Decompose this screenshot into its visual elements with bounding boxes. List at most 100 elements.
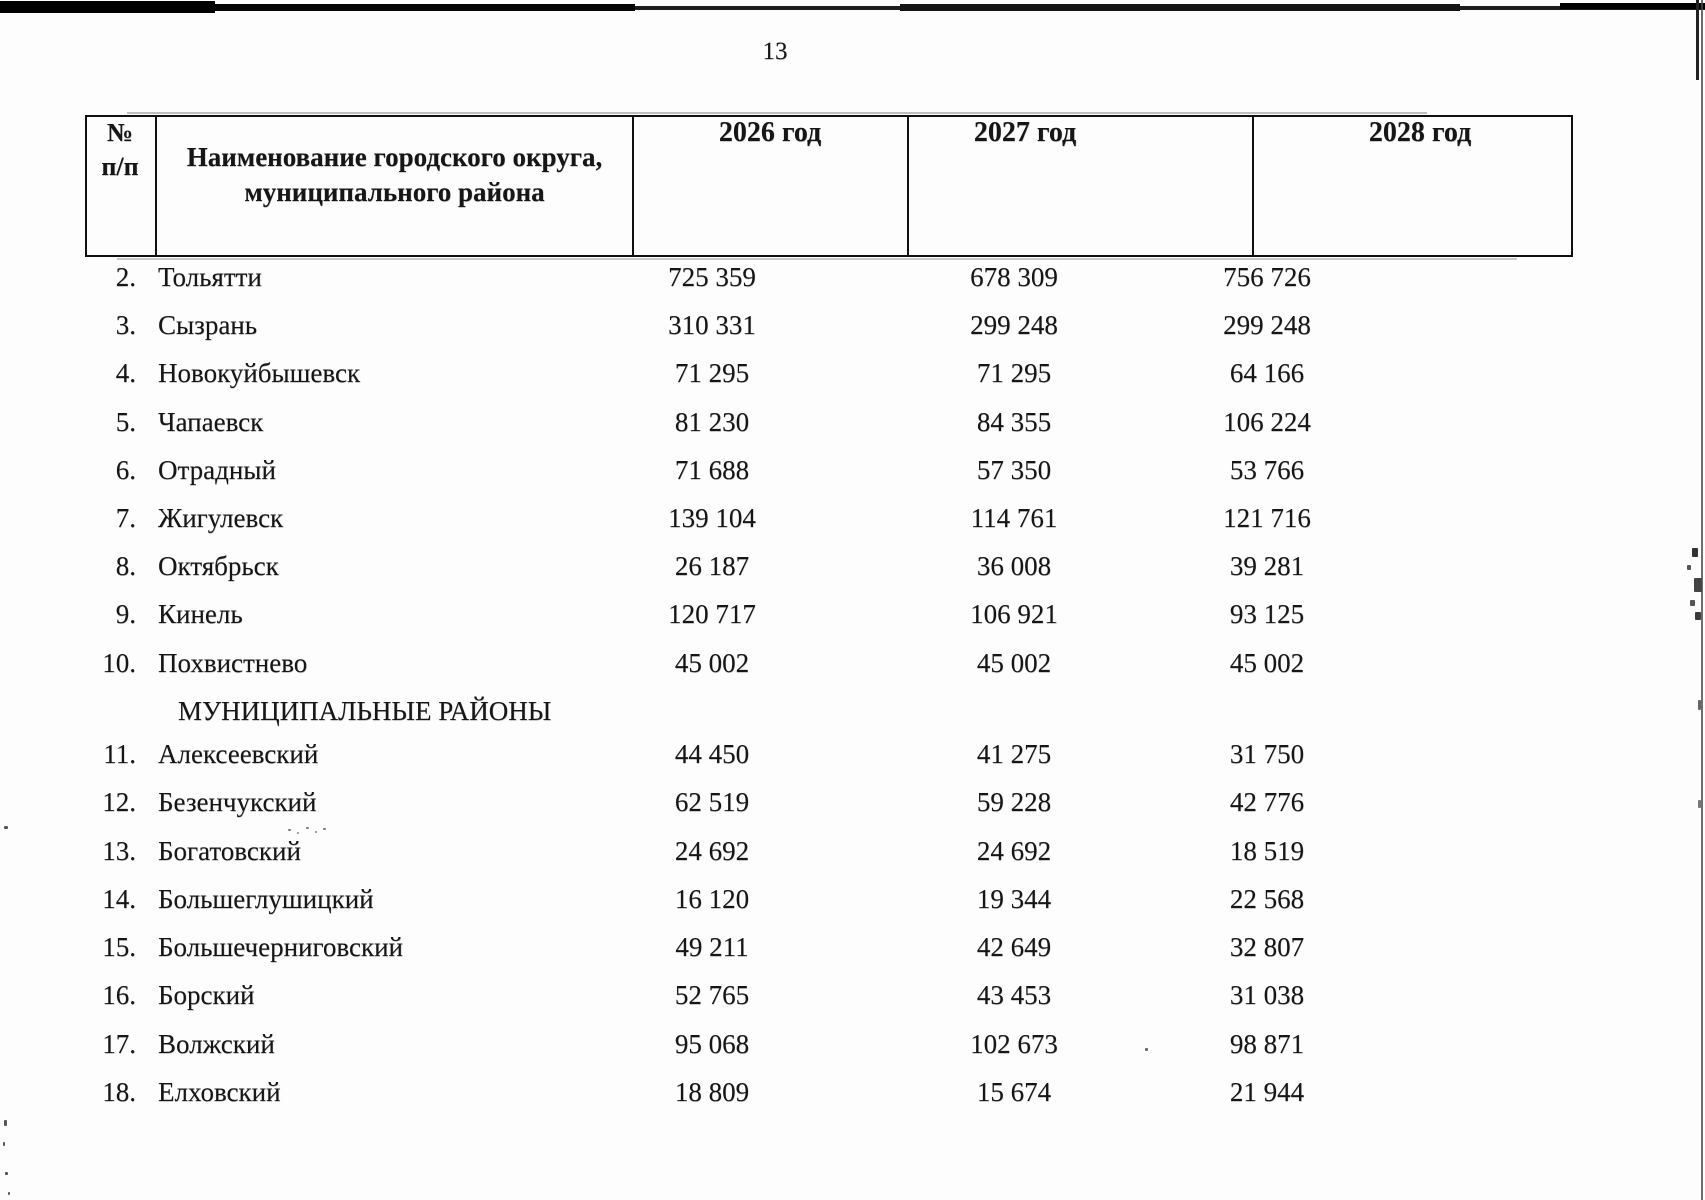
scan-noise [1694,578,1702,592]
header-row-number-column: № п/п [87,116,153,184]
value-2027: 57 350 [976,455,1052,485]
scan-noise [288,829,291,831]
table-row: 6. Отрадный 71 688 57 350 53 766 [0,453,1705,487]
scan-noise [4,826,8,829]
table-row: 15. Большечерниговский 49 211 42 649 32 … [0,930,1705,964]
value-2027: 36 008 [976,551,1052,581]
district-name: Отрадный [158,455,276,485]
scan-artifact-page-edge [1701,0,1703,1200]
value-2026: 71 295 [674,358,750,388]
value-2026: 71 688 [674,455,750,485]
table-row: 5. Чапаевск 81 230 84 355 106 224 [0,405,1705,439]
table-row: 3. Сызрань 310 331 299 248 299 248 [0,308,1705,342]
row-number: 2. [115,262,136,292]
district-name: Жигулевск [158,503,284,533]
table-row: 11. Алексеевский 44 450 41 275 31 750 [0,737,1705,771]
district-name: МУНИЦИПАЛЬНЫЕ РАЙОНЫ [178,696,552,726]
scan-noise [8,1192,10,1195]
value-2027: 106 921 [970,599,1058,629]
district-name: Сызрань [158,310,258,340]
row-number: 14. [102,884,136,914]
value-2028: 53 766 [1229,455,1305,485]
row-number: 8. [115,551,136,581]
value-2027: 24 692 [976,836,1052,866]
value-2028: 18 519 [1229,836,1305,866]
value-2026: 44 450 [674,739,750,769]
value-2027: 42 649 [976,932,1052,962]
row-number: 18. [102,1077,136,1107]
value-2026: 81 230 [674,407,750,437]
row-number: 12. [102,787,136,817]
scan-noise [4,1120,7,1126]
column-divider [632,117,634,255]
table-row: 4. Новокуйбышевск 71 295 71 295 64 166 [0,356,1705,390]
value-2026: 16 120 [674,884,750,914]
scan-artifact-top-bar-segment [215,4,635,11]
value-2028: 32 807 [1229,932,1305,962]
scan-noise [1690,600,1695,606]
district-name: Октябрьск [158,551,279,581]
district-name: Алексеевский [158,739,319,769]
table-row: 12. Безенчукский 62 519 59 228 42 776 [0,785,1705,819]
value-2026: 310 331 [668,310,756,340]
header-num-line1: № [106,118,134,147]
table-row: 17. Волжский 95 068 102 673 98 871 [0,1027,1705,1061]
scan-noise [1687,565,1691,570]
district-name: Тольятти [158,262,262,292]
row-number: 9. [115,599,136,629]
district-name: Чапаевск [158,407,264,437]
value-2026: 49 211 [675,932,749,962]
value-2028: 45 002 [1229,648,1305,678]
header-year-2026: 2026 год [718,117,822,148]
table-row: МУНИЦИПАЛЬНЫЕ РАЙОНЫ [0,694,1705,728]
scan-noise [315,831,317,833]
header-name-column: Наименование городского округа, муниципа… [162,140,627,210]
scan-noise [306,827,309,829]
value-2026: 725 359 [668,262,756,292]
row-number: 15. [102,932,136,962]
table-row: 8. Октябрьск 26 187 36 008 39 281 [0,549,1705,583]
value-2027: 114 761 [970,503,1058,533]
value-2027: 299 248 [970,310,1058,340]
value-2027: 71 295 [976,358,1052,388]
header-num-line2: п/п [101,152,139,181]
value-2028: 106 224 [1223,407,1311,437]
value-2028: 31 038 [1229,980,1305,1010]
header-name-line2: муниципального района [244,177,545,207]
value-2028: 21 944 [1229,1077,1305,1107]
scan-artifact-top-bar-segment [1560,3,1705,9]
scan-artifact-top-bar [0,6,1705,10]
table-row: 18. Елховский 18 809 15 674 21 944 [0,1075,1705,1109]
column-divider [907,117,909,255]
row-number: 6. [115,455,136,485]
value-2026: 120 717 [668,599,756,629]
header-year-2027: 2027 год [973,117,1077,148]
value-2026: 139 104 [668,503,756,533]
district-name: Борский [158,980,255,1010]
column-divider [155,117,157,255]
district-name: Кинель [158,599,243,629]
scan-noise [1692,548,1698,557]
row-number: 16. [102,980,136,1010]
row-number: 7. [115,503,136,533]
district-name: Безенчукский [158,787,317,817]
value-2026: 26 187 [674,551,750,581]
district-name: Богатовский [158,836,301,866]
value-2028: 299 248 [1223,310,1311,340]
scan-noise [1698,700,1701,710]
row-number: 13. [102,836,136,866]
table-row: 9. Кинель 120 717 106 921 93 125 [0,597,1705,631]
row-number: 17. [102,1029,136,1059]
row-number: 5. [115,407,136,437]
value-2028: 756 726 [1223,262,1311,292]
value-2026: 62 519 [674,787,750,817]
value-2027: 84 355 [976,407,1052,437]
scan-noise [323,828,326,830]
value-2028: 93 125 [1229,599,1305,629]
value-2028: 98 871 [1229,1029,1305,1059]
value-2027: 43 453 [976,980,1052,1010]
scan-noise [1698,800,1701,808]
table-row: 16. Борский 52 765 43 453 31 038 [0,978,1705,1012]
value-2026: 24 692 [674,836,750,866]
value-2027: 45 002 [976,648,1052,678]
